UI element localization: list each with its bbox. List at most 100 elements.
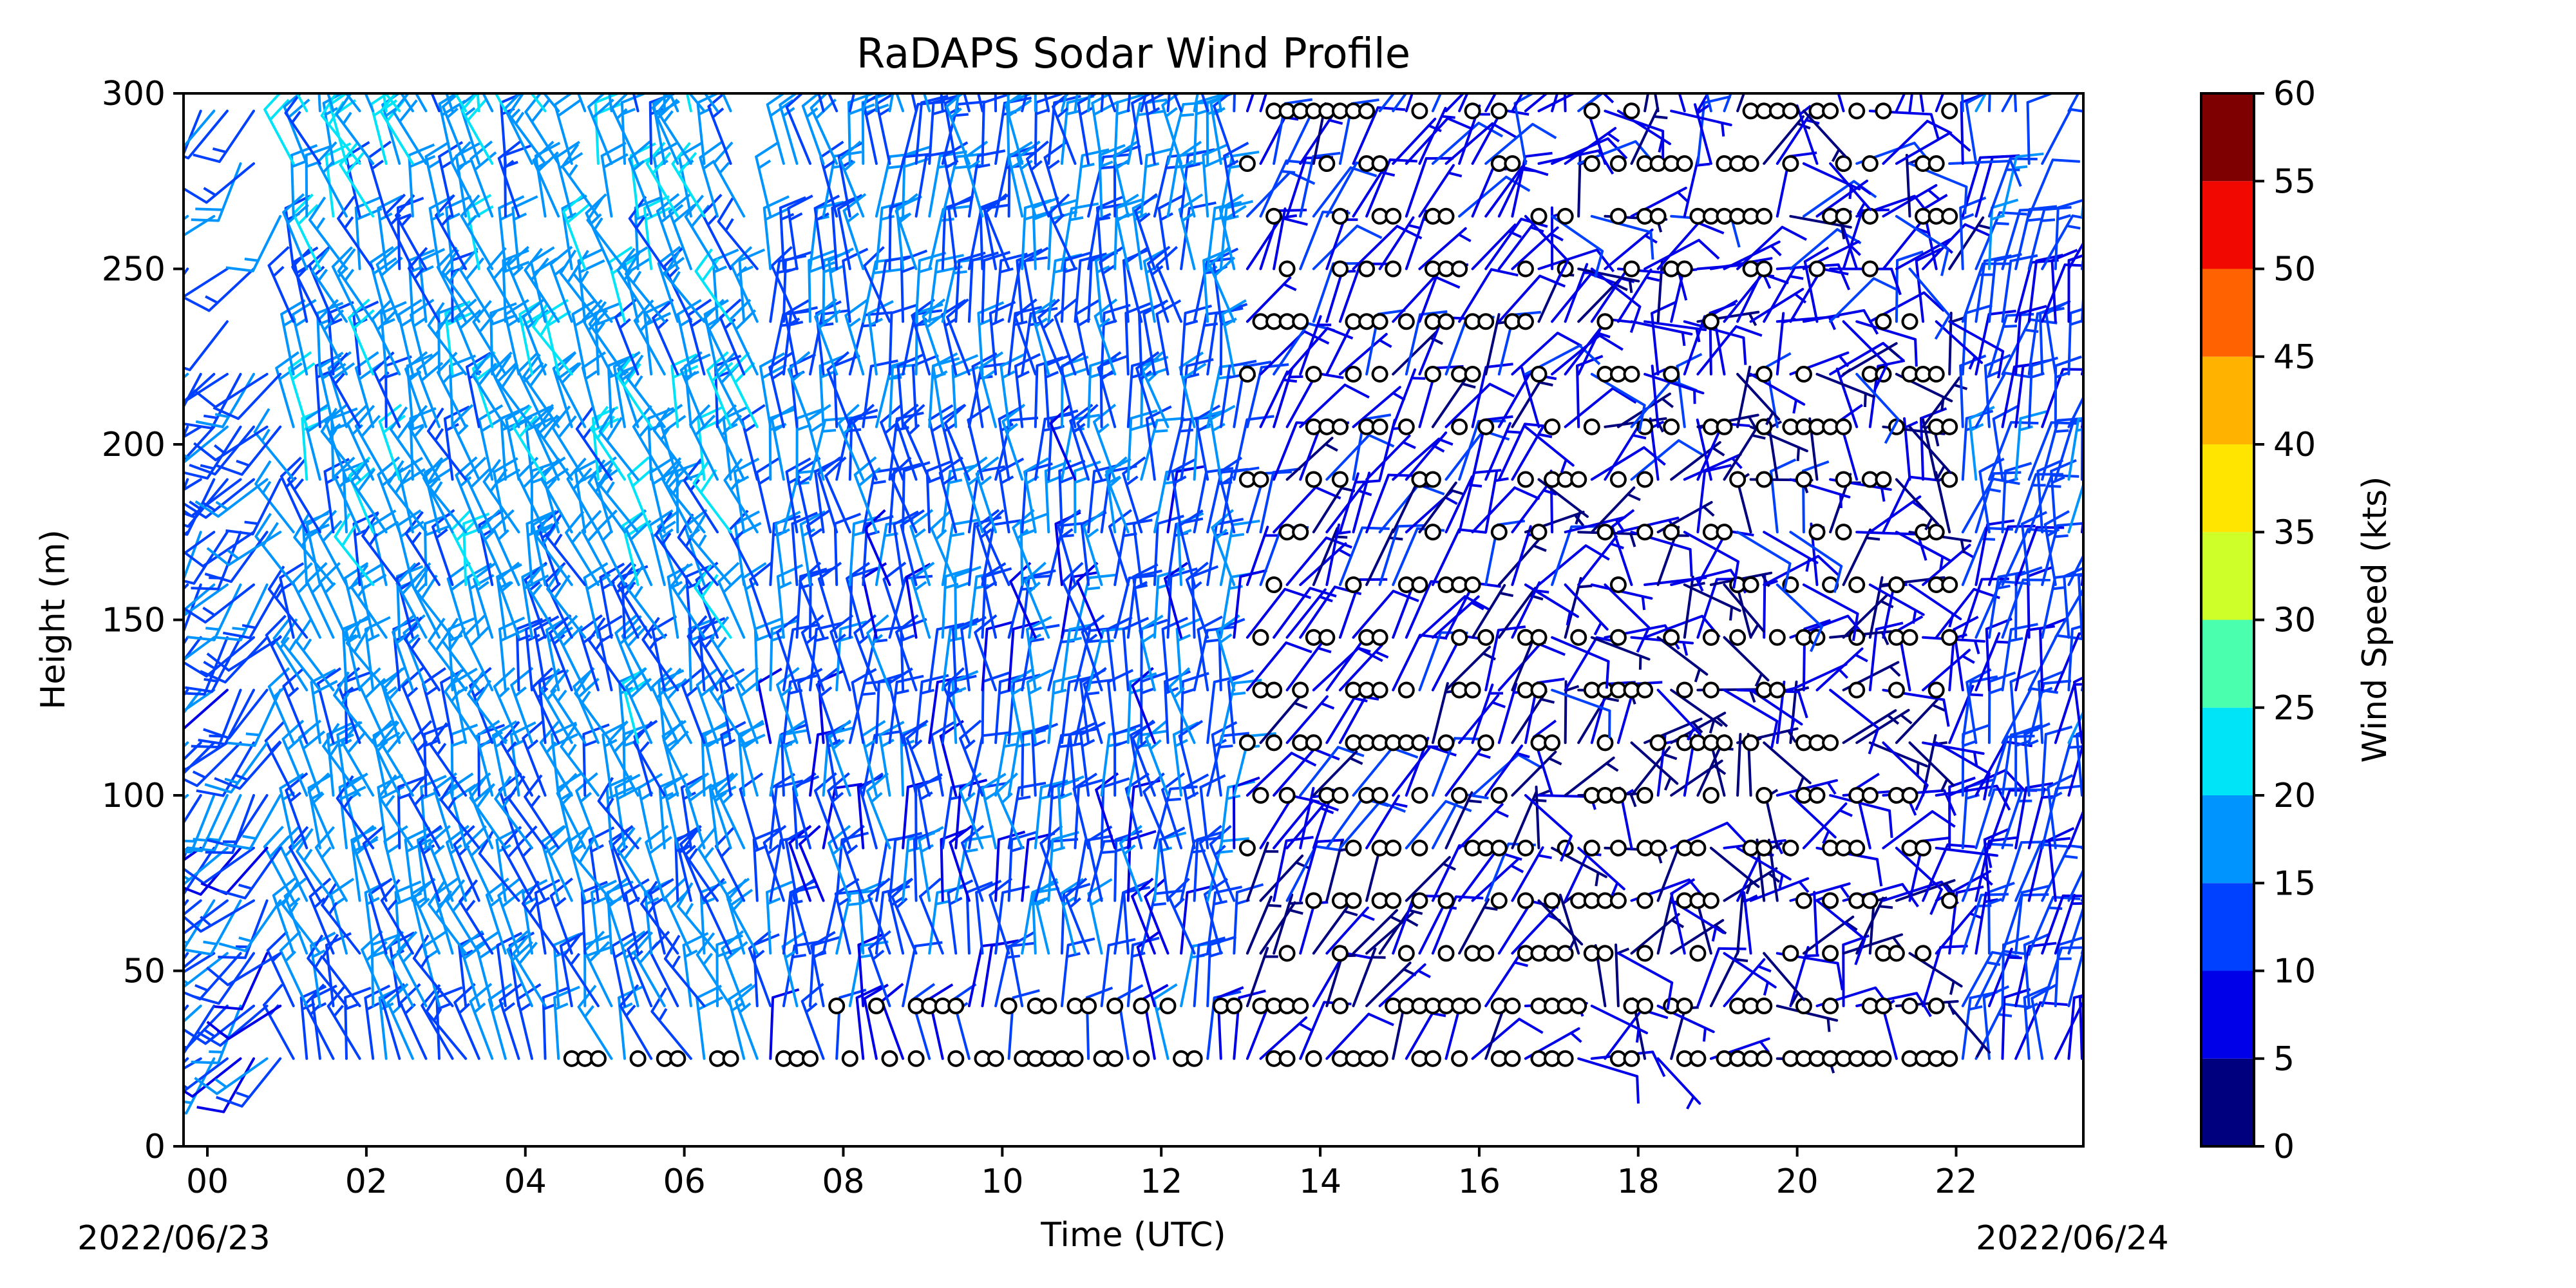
barb-shaft [303, 1003, 335, 1060]
barb-shaft [307, 957, 348, 1007]
barb-full [372, 934, 399, 946]
wind-barb [184, 1057, 242, 1098]
wind-barb [841, 1050, 858, 1067]
calm-marker [1875, 1050, 1892, 1067]
calm-marker [1888, 945, 1905, 962]
barb-shaft [1982, 996, 1991, 1060]
barb-full [1012, 989, 1040, 999]
barb-shaft [497, 894, 520, 955]
barb-shaft [649, 892, 666, 955]
barb-half [1372, 956, 1386, 959]
barb-half [386, 899, 398, 912]
barb-shaft [880, 999, 905, 1060]
wind-barb [196, 1057, 255, 1113]
barb-half [1805, 954, 1819, 958]
calm-marker [1756, 1050, 1773, 1067]
barb-shaft [577, 1005, 613, 1060]
barb-shaft [1352, 947, 1377, 1007]
calm-marker [867, 998, 885, 1014]
wind-barb [1278, 1050, 1296, 1067]
barb-full [728, 983, 753, 1001]
barb-shaft [1193, 943, 1200, 1007]
barb-shaft [1259, 1016, 1308, 1060]
barb-full [664, 878, 687, 899]
barb-shaft [677, 905, 719, 955]
wind-barb [881, 1050, 898, 1067]
wind-barb [1742, 998, 1759, 1014]
wind-barb [734, 983, 759, 1060]
wind-barb [308, 877, 335, 955]
wind-barb [1689, 839, 1707, 857]
wind-barb [1623, 1050, 1640, 1067]
calm-marker [1186, 1050, 1203, 1067]
barb-shaft [664, 896, 692, 955]
barb-full [459, 879, 478, 902]
barb-full [506, 930, 529, 951]
barb-half [1635, 1028, 1640, 1043]
barb-shaft [1365, 961, 1412, 1007]
barb-full [345, 987, 372, 999]
barb-half [872, 949, 885, 961]
barb-full [463, 941, 488, 960]
wind-barb [987, 1050, 1005, 1067]
barb-full [1002, 885, 1030, 894]
wind-barb [1822, 892, 1839, 909]
wind-barb [965, 881, 993, 955]
wind-barb [1411, 734, 1428, 752]
barb-half [345, 1003, 359, 1010]
barb-shaft [184, 1057, 229, 1097]
barb-full [919, 877, 942, 898]
barb-half [194, 984, 209, 992]
barb-shaft [1961, 996, 1972, 1060]
barb-half [554, 896, 567, 908]
barb-full [550, 877, 573, 897]
barb-half [289, 902, 299, 915]
wind-barb [184, 952, 216, 987]
barb-shaft [696, 953, 732, 1007]
wind-barb [1331, 945, 1349, 962]
wind-barb [1676, 998, 1693, 1014]
calm-marker [1133, 1050, 1150, 1067]
wind-barb [1609, 1050, 1627, 1067]
barb-half [524, 896, 538, 905]
barb-half [202, 1028, 216, 1038]
calm-marker [1371, 1050, 1388, 1067]
calm-marker [1901, 629, 1918, 646]
barb-half [437, 1003, 451, 1010]
barb-shaft [2067, 945, 2083, 1007]
wind-barb [828, 998, 846, 1014]
calm-marker [1623, 1050, 1640, 1067]
barb-shaft [1299, 1001, 1326, 1060]
wind-barb [1742, 1050, 1759, 1067]
wind-barb [1822, 998, 1839, 1014]
wind-barb [699, 880, 727, 955]
barb-shaft [321, 956, 361, 1007]
wind-barb [1590, 1005, 1649, 1043]
wind-barb [589, 1050, 607, 1067]
calm-marker [1927, 998, 1945, 1014]
wind-barb [2067, 945, 2083, 1007]
wind-barb [1371, 629, 1388, 646]
barb-shaft [381, 998, 401, 1060]
wind-barb [1636, 998, 1654, 1014]
barb-shaft [649, 950, 679, 1007]
barb-shaft [498, 999, 520, 1060]
barb-shaft [191, 1057, 242, 1098]
barb-shaft [2078, 996, 2083, 1060]
barb-shaft [1723, 958, 1766, 1007]
barb-shaft [1126, 943, 1135, 1007]
wind-barb [1768, 629, 1786, 646]
barb-full [365, 984, 391, 999]
barb-shaft [967, 945, 983, 1007]
wind-barb [577, 985, 613, 1060]
barb-shaft [542, 996, 547, 1060]
barb-shaft [590, 891, 600, 955]
barb-full [422, 930, 448, 948]
wind-barb [2014, 942, 2057, 1007]
barb-half [1757, 965, 1772, 973]
wind-barb [1848, 839, 1866, 857]
barb-half [372, 950, 386, 958]
wind-barb [497, 877, 525, 955]
barb-full [1198, 936, 1226, 947]
wind-barb [1186, 1050, 1203, 1067]
